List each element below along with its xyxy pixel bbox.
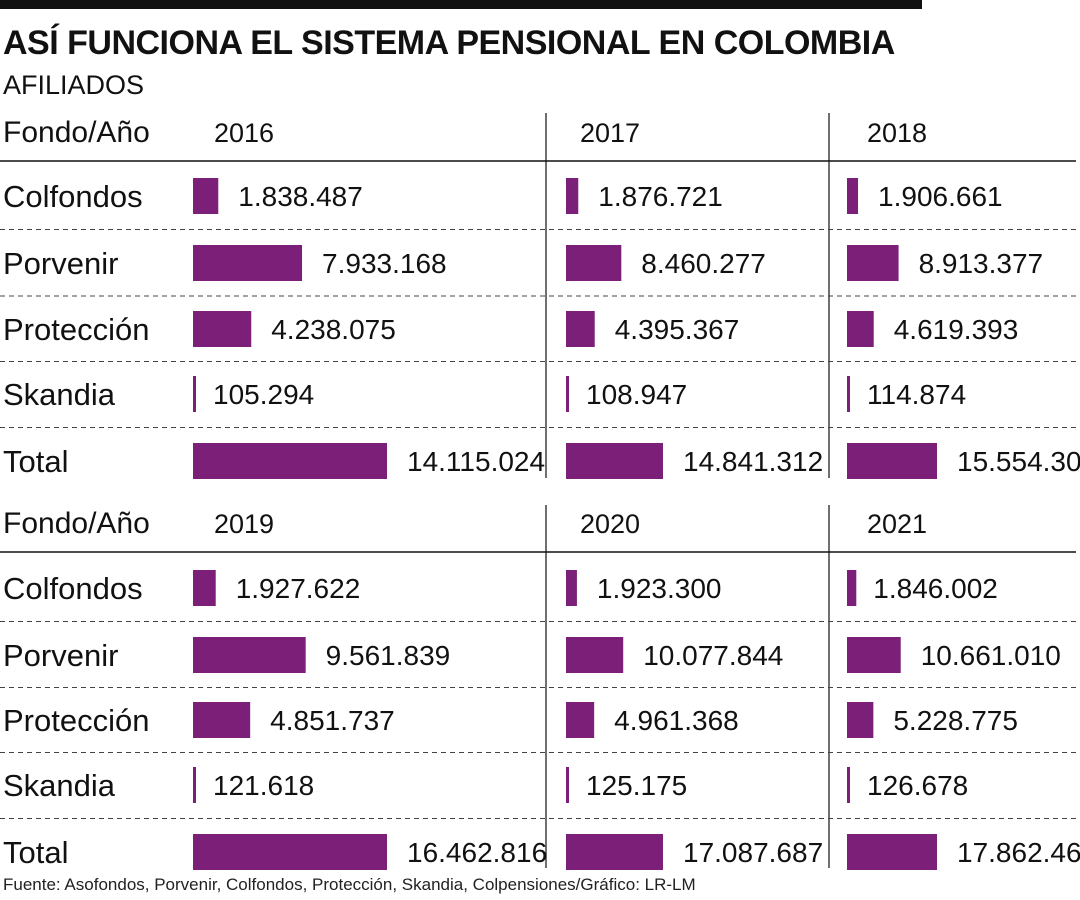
value-label-2018-protección: 4.619.393 (894, 314, 1019, 345)
bar-2021-porvenir (847, 637, 901, 673)
value-label-2016-total: 14.115.024 (407, 446, 545, 477)
bar-2019-protección (193, 702, 251, 738)
value-label-2017-skandia: 108.947 (586, 379, 687, 410)
value-label-2017-protección: 4.395.367 (615, 314, 740, 345)
bar-2016-colfondos (193, 178, 219, 214)
value-label-2020-colfondos: 1.923.300 (597, 573, 722, 604)
category-label-protección: Protección (3, 312, 149, 347)
bar-2020-total (566, 834, 663, 870)
value-label-2019-porvenir: 9.561.839 (326, 640, 451, 671)
row-header-label: Fondo/Año (3, 507, 150, 540)
year-label-2016: 2016 (214, 118, 274, 148)
bar-2017-colfondos (566, 178, 579, 214)
category-label-protección: Protección (3, 703, 149, 738)
category-label-skandia: Skandia (3, 768, 116, 803)
value-label-2018-colfondos: 1.906.661 (878, 181, 1003, 212)
row-header-label: Fondo/Año (3, 116, 150, 149)
value-label-2018-porvenir: 8.913.377 (919, 248, 1044, 279)
bar-2018-protección (847, 311, 874, 347)
bar-2018-colfondos (847, 178, 859, 214)
bar-2016-skandia (193, 376, 196, 412)
value-label-2016-skandia: 105.294 (213, 379, 314, 410)
bar-2016-total (193, 443, 387, 479)
category-label-colfondos: Colfondos (3, 179, 143, 214)
value-label-2021-porvenir: 10.661.010 (921, 640, 1061, 671)
value-label-2020-total: 17.087.687 (683, 837, 823, 868)
chart-subtitle: AFILIADOS (3, 70, 145, 100)
year-label-2018: 2018 (867, 118, 927, 148)
bar-2020-skandia (566, 767, 569, 803)
chart-title: ASÍ FUNCIONA EL SISTEMA PENSIONAL EN COL… (3, 24, 895, 62)
value-label-2021-skandia: 126.678 (867, 770, 968, 801)
category-label-porvenir: Porvenir (3, 246, 118, 281)
value-label-2019-total: 16.462.816 (407, 837, 547, 868)
year-label-2020: 2020 (580, 509, 640, 539)
value-label-2019-colfondos: 1.927.622 (236, 573, 361, 604)
value-label-2021-colfondos: 1.846.002 (873, 573, 998, 604)
bar-2019-porvenir (193, 637, 306, 673)
bar-2021-protección (847, 702, 874, 738)
bar-2016-protección (193, 311, 252, 347)
category-label-skandia: Skandia (3, 377, 116, 412)
bar-2019-skandia (193, 767, 196, 803)
bar-2016-porvenir (193, 245, 303, 281)
bar-2020-colfondos (566, 570, 577, 606)
bar-2020-protección (566, 702, 595, 738)
bar-2017-porvenir (566, 245, 622, 281)
category-label-total: Total (3, 835, 68, 870)
value-label-2021-protección: 5.228.775 (893, 705, 1018, 736)
top-rule (0, 0, 922, 9)
bar-2019-total (193, 834, 387, 870)
year-label-2021: 2021 (867, 509, 927, 539)
value-label-2021-total: 17.862.465 (957, 837, 1080, 868)
bar-2021-total (847, 834, 937, 870)
value-label-2018-total: 15.554.305 (957, 446, 1080, 477)
value-label-2018-skandia: 114.874 (867, 379, 966, 410)
value-label-2020-protección: 4.961.368 (614, 705, 739, 736)
value-label-2017-porvenir: 8.460.277 (641, 248, 766, 279)
value-label-2017-total: 14.841.312 (683, 446, 823, 477)
bar-2021-skandia (847, 767, 850, 803)
value-label-2016-porvenir: 7.933.168 (322, 248, 447, 279)
bar-2021-colfondos (847, 570, 857, 606)
value-label-2017-colfondos: 1.876.721 (598, 181, 723, 212)
bar-2018-porvenir (847, 245, 899, 281)
bar-2017-skandia (566, 376, 569, 412)
bar-2019-colfondos (193, 570, 216, 606)
category-label-total: Total (3, 444, 68, 479)
bar-2018-total (847, 443, 937, 479)
bar-2017-total (566, 443, 663, 479)
category-label-colfondos: Colfondos (3, 571, 143, 606)
value-label-2019-skandia: 121.618 (213, 770, 314, 801)
bar-2020-porvenir (566, 637, 624, 673)
category-label-porvenir: Porvenir (3, 638, 118, 673)
bar-2018-skandia (847, 376, 850, 412)
value-label-2020-porvenir: 10.077.844 (643, 640, 783, 671)
year-label-2019: 2019 (214, 509, 274, 539)
value-label-2020-skandia: 125.175 (586, 770, 687, 801)
value-label-2016-protección: 4.238.075 (271, 314, 396, 345)
source-note: Fuente: Asofondos, Porvenir, Colfondos, … (3, 875, 696, 894)
bar-2017-protección (566, 311, 595, 347)
year-label-2017: 2017 (580, 118, 640, 148)
value-label-2019-protección: 4.851.737 (270, 705, 395, 736)
value-label-2016-colfondos: 1.838.487 (238, 181, 363, 212)
